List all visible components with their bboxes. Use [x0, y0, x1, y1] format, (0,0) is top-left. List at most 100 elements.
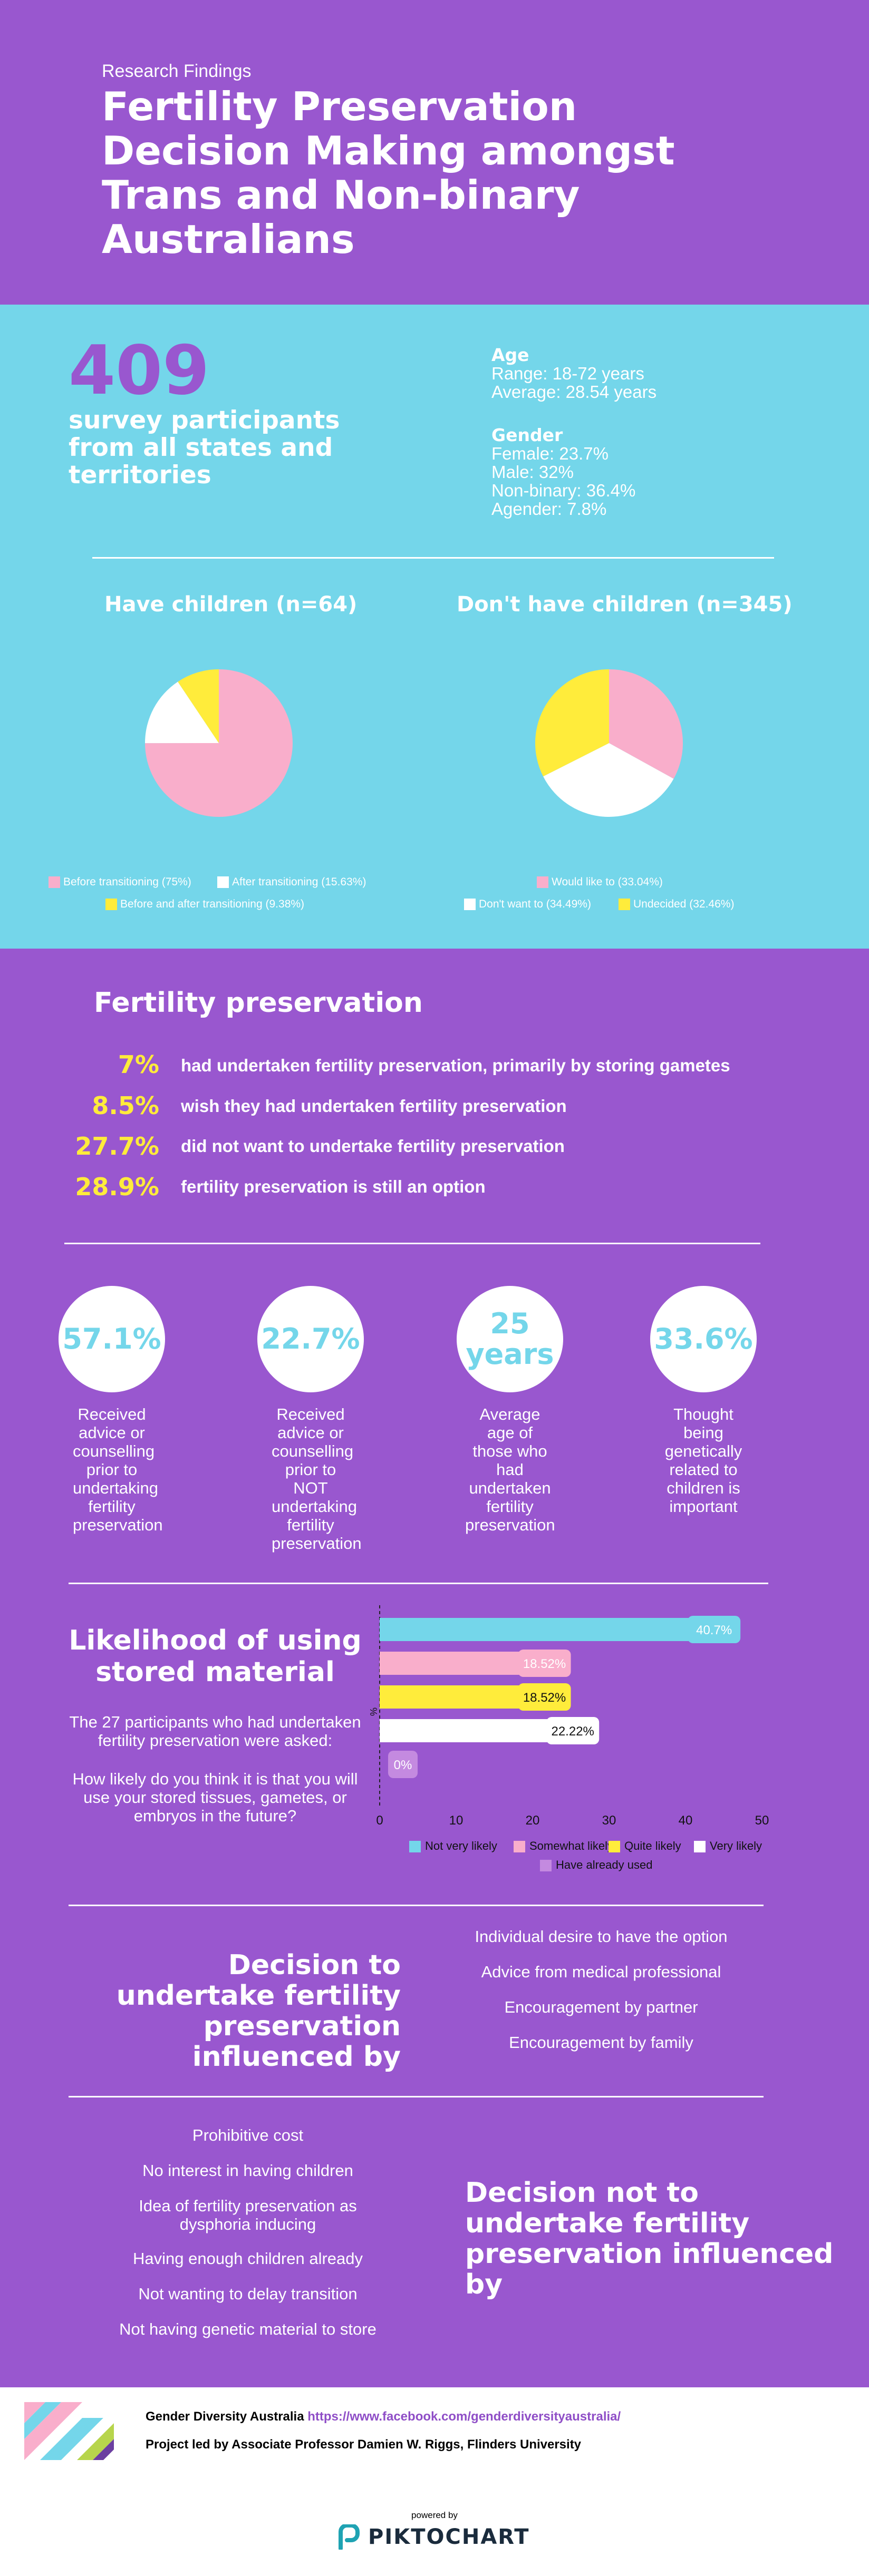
stat-pct: 27.7% [75, 1132, 159, 1160]
legend-swatch [409, 1841, 421, 1852]
pie-slice [178, 669, 219, 743]
decision-yes-item: Individual desire to have the option [475, 1927, 728, 1946]
piktochart-logo: PIKTOCHART [337, 2524, 533, 2550]
bar [380, 1685, 522, 1709]
gender-nonbinary: Non-binary: 36.4% [491, 481, 636, 500]
no-children-title: Don't have children (n=345) [457, 592, 793, 617]
decision-no-item: Prohibitive cost [192, 2126, 304, 2144]
x-tick-label: 10 [449, 1813, 464, 1828]
age-range: Range: 18-72 years [491, 364, 644, 383]
y-axis-label: % [368, 1707, 379, 1716]
decision-yes-item: Advice from medical professional [481, 1963, 721, 1981]
legend-swatch [694, 1841, 706, 1852]
stat-circle: 33.6% [650, 1286, 757, 1392]
decision-no-item: Idea of fertility preservation as dyspho… [139, 2197, 357, 2233]
age-average: Average: 28.54 years [491, 382, 657, 402]
fertility-title: Fertility preservation [94, 987, 423, 1019]
stat-pct: 8.5% [92, 1091, 159, 1120]
gender-agender: Agender: 7.8% [491, 499, 607, 519]
decision-yes-item: Encouragement by family [509, 2033, 693, 2052]
stat-text: wish they had undertaken fertility prese… [181, 1096, 567, 1116]
page-title: Fertility Preservation Decision Making a… [102, 83, 675, 262]
legend-label: Very likely [710, 1839, 762, 1852]
header-band [0, 0, 869, 305]
x-tick-label: 40 [679, 1813, 693, 1828]
circle-caption: Received advice or counselling prior to … [73, 1405, 163, 1534]
gender-female: Female: 23.7% [491, 444, 609, 463]
legend-both: Before and after transitioning (9.38%) [105, 898, 304, 911]
legend-before: Before transitioning (75%) [49, 876, 191, 889]
age-block: Age Range: 18-72 years Average: 28.54 ye… [491, 346, 656, 401]
bar-label-bg [546, 1717, 600, 1744]
bar-value-label: 18.52% [523, 1657, 566, 1671]
bar [380, 1652, 522, 1675]
stat-circle: 57.1% [59, 1286, 165, 1392]
likelihood-question: The 27 participants who had undertaken f… [67, 1713, 363, 1825]
bar-label-bg [518, 1683, 571, 1711]
gender-male: Male: 32% [491, 462, 574, 482]
bar-value-label: 0% [394, 1758, 412, 1772]
decision-yes-title: Decision to undertake fertility preserva… [116, 1949, 401, 2073]
legend-would-like: Would like to (33.04%) [537, 876, 663, 889]
powered-by: powered by [411, 2510, 458, 2520]
bar-label-bg [518, 1650, 571, 1677]
decision-no-item: No interest in having children [142, 2161, 353, 2180]
participant-count: 409 [69, 331, 210, 410]
bar-value-label: 18.52% [523, 1691, 566, 1705]
x-tick-label: 20 [526, 1813, 540, 1828]
legend-swatch [514, 1841, 525, 1852]
likelihood-bar-chart: % 40.7% 18.52% 18.52% 22.22% 0% 0 10 20 30 40 50 Not… [368, 1605, 769, 1871]
gender-block: Gender Female: 23.7% Male: 32% Non-binar… [491, 426, 635, 518]
circle-caption: Received advice or counselling prior to … [272, 1405, 362, 1553]
org-link[interactable]: https://www.facebook.com/genderdiversity… [307, 2409, 621, 2424]
gda-logo [24, 2402, 114, 2460]
legend-swatch [540, 1860, 552, 1871]
no-children-pie [535, 669, 683, 817]
divider [92, 557, 774, 559]
stat-text: did not want to undertake fertility pres… [181, 1136, 565, 1156]
pie-slice [145, 681, 219, 744]
stat-circle: 25 years [457, 1286, 563, 1392]
likelihood-intro: The 27 participants who had undertaken f… [69, 1713, 361, 1750]
legend-label: Have already used [556, 1858, 652, 1871]
bar-value-label: 40.7% [696, 1623, 732, 1637]
divider [69, 2096, 764, 2097]
bar [380, 1719, 550, 1742]
divider [64, 1243, 760, 1244]
have-children-title: Have children (n=64) [104, 592, 358, 617]
stat-circle: 22.7% [257, 1286, 364, 1392]
legend-swatch [609, 1841, 620, 1852]
legend-dont-want: Don't want to (34.49%) [464, 898, 591, 911]
age-heading: Age [491, 345, 529, 365]
divider [69, 1905, 764, 1906]
decision-no-item: Not having genetic material to store [119, 2320, 376, 2338]
circle-caption: Average age of those who had undertaken … [465, 1405, 555, 1534]
x-tick-label: 30 [602, 1813, 616, 1828]
legend-label: Not very likely [425, 1839, 497, 1852]
kicker-text: Research Findings [102, 61, 252, 81]
x-tick-label: 50 [755, 1813, 769, 1828]
bar [380, 1618, 691, 1641]
org-name: Gender Diversity Australia [146, 2409, 304, 2424]
stat-text: fertility preservation is still an optio… [181, 1177, 486, 1196]
divider [69, 1583, 768, 1584]
pie-slice [543, 743, 674, 817]
circle-caption: Thought being genetically related to chi… [664, 1405, 742, 1516]
decision-no-item: Having enough children already [132, 2249, 363, 2268]
footer-lead: Project led by Associate Professor Damie… [146, 2437, 582, 2452]
stat-pct: 7% [118, 1050, 159, 1079]
decision-no-item: Not wanting to delay transition [138, 2285, 358, 2303]
legend-label: Somewhat likely [529, 1839, 613, 1852]
bar-value-label: 22.22% [551, 1724, 594, 1739]
pie-slice [609, 669, 683, 779]
participant-text: survey participants from all states and … [69, 406, 340, 490]
bar-label-bg [388, 1751, 418, 1778]
decision-no-title: Decision not to undertake fertility pres… [465, 2177, 834, 2300]
piktochart-brand: PIKTOCHART [368, 2525, 530, 2549]
demographics-band [0, 305, 869, 949]
likelihood-prompt: How likely do you think it is that you w… [72, 1770, 358, 1825]
likelihood-title: Likelihood of using stored material [69, 1625, 362, 1688]
footer-org-line: Gender Diversity Australia https://www.f… [146, 2409, 621, 2424]
stat-text: had undertaken fertility preservation, p… [181, 1056, 730, 1075]
pie-slice [535, 669, 609, 777]
